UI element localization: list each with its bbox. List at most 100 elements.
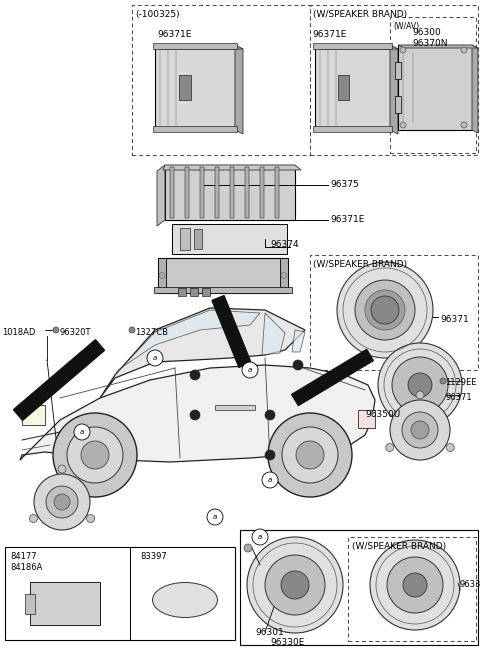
Circle shape [262,472,278,488]
Polygon shape [315,45,398,49]
Polygon shape [472,45,478,133]
Circle shape [29,514,37,523]
Circle shape [337,262,433,358]
Circle shape [190,370,200,380]
Polygon shape [100,308,305,398]
Text: (W/SPEAKER BRAND): (W/SPEAKER BRAND) [313,260,407,269]
Bar [30,582,100,625]
Text: a: a [258,534,262,540]
Bar [153,126,237,132]
Polygon shape [390,45,398,134]
Circle shape [386,443,394,451]
Circle shape [461,47,467,53]
Text: 96375: 96375 [330,180,359,189]
Circle shape [147,350,163,366]
Circle shape [265,555,325,615]
Bar [165,165,295,220]
Text: a: a [248,367,252,373]
Text: 84177: 84177 [10,552,36,561]
Bar [178,288,186,296]
Circle shape [416,391,424,399]
Text: 96350U: 96350U [365,410,400,419]
Circle shape [53,413,137,497]
Bar [313,126,392,132]
Bar [215,405,255,410]
Circle shape [400,122,406,128]
Circle shape [403,573,427,597]
Circle shape [53,327,59,333]
Bar [153,43,237,49]
Bar [215,167,219,218]
Circle shape [402,412,438,448]
Bar [202,288,210,296]
Bar [5,547,235,640]
Circle shape [265,410,275,420]
Circle shape [54,494,70,510]
Text: (W/SPEAKER BRAND): (W/SPEAKER BRAND) [313,10,407,19]
Bar [158,258,288,293]
Bar [172,224,287,254]
Circle shape [252,529,268,545]
Text: a: a [213,514,217,520]
Circle shape [268,413,352,497]
Bar [158,258,166,293]
Circle shape [392,357,448,413]
Circle shape [34,474,90,530]
Circle shape [74,424,90,440]
Circle shape [390,400,450,460]
Polygon shape [212,295,251,367]
Circle shape [400,47,406,53]
Bar [398,45,472,130]
Bar [154,287,292,293]
Text: 96330E: 96330E [270,638,304,647]
Text: 96301: 96301 [255,628,284,637]
Circle shape [370,540,460,630]
Bar [170,167,174,218]
Polygon shape [13,340,105,421]
Text: 96371E: 96371E [158,30,192,39]
Bar [315,45,390,130]
Circle shape [207,509,223,525]
Circle shape [440,378,446,384]
Polygon shape [20,365,375,462]
Bar [260,167,264,218]
Circle shape [387,557,443,613]
Polygon shape [292,330,305,352]
Text: 96371E: 96371E [330,215,364,224]
Bar [132,5,310,155]
Text: 83397: 83397 [140,552,167,561]
Polygon shape [157,165,165,226]
Bar [395,62,401,79]
Circle shape [461,122,467,128]
Text: 96370N: 96370N [412,39,447,48]
Text: a: a [80,429,84,435]
Circle shape [408,373,432,397]
Circle shape [244,544,252,552]
Bar [395,96,401,113]
Bar [200,167,204,218]
Polygon shape [155,45,243,49]
Circle shape [81,441,109,469]
Text: (W/SPEAKER BRAND): (W/SPEAKER BRAND) [352,542,446,551]
Bar [348,537,476,641]
Circle shape [371,296,399,324]
Circle shape [378,343,462,427]
Bar [275,167,279,218]
Circle shape [281,571,309,599]
Bar [180,228,190,250]
Bar [185,167,189,218]
Bar [25,594,35,614]
Circle shape [355,280,415,340]
Ellipse shape [153,582,217,618]
Bar [310,5,478,155]
Circle shape [46,486,78,518]
Bar [245,167,249,218]
Text: (W/AV): (W/AV) [393,22,419,31]
Polygon shape [163,165,301,170]
Bar [155,45,235,130]
Bar [390,17,476,153]
Bar [22,405,45,425]
Bar [358,410,375,428]
Polygon shape [115,310,260,375]
Bar [280,258,288,293]
